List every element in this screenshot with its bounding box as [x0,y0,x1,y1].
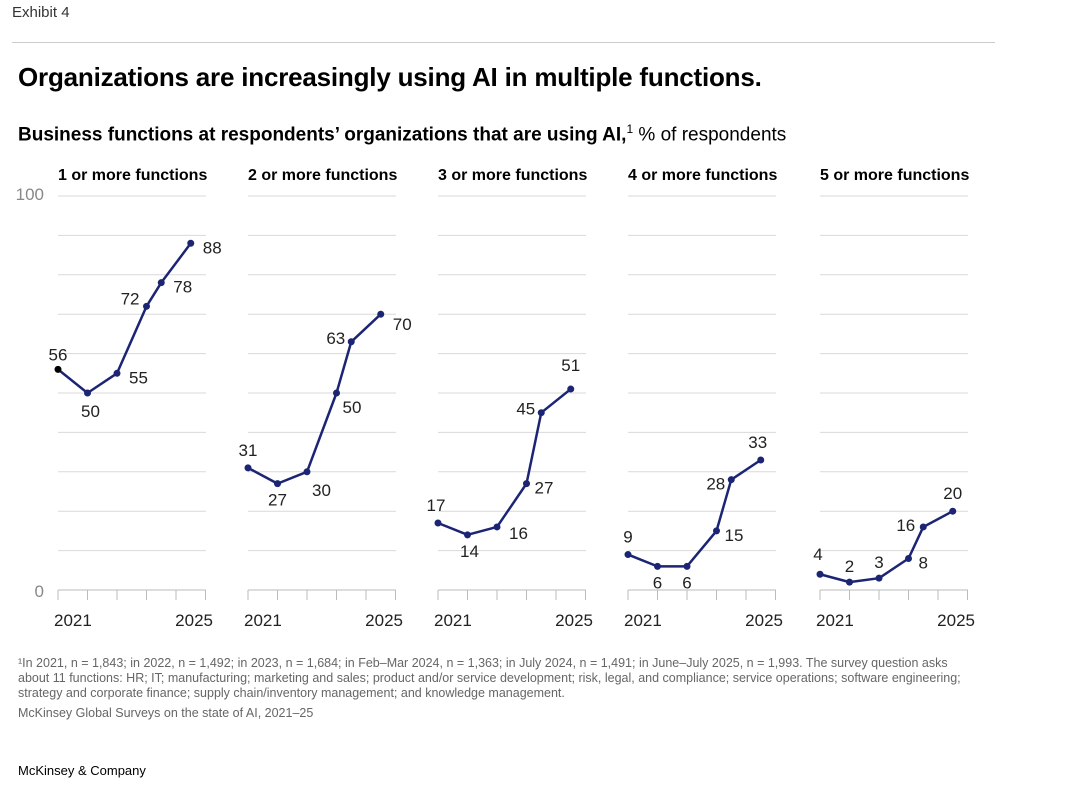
data-label: 6 [682,573,691,592]
data-label: 33 [748,433,767,452]
series-line [627,458,762,568]
data-label: 30 [312,481,331,500]
source: McKinsey Global Surveys on the state of … [18,706,314,720]
data-label: 63 [326,329,345,348]
data-point [464,531,471,539]
data-label: 8 [919,553,928,572]
data-label: 55 [129,368,148,387]
data-label: 88 [203,238,222,257]
data-point [113,369,121,377]
x-tick-label: 2025 [365,611,403,630]
subtitle-unit: % of respondents [633,124,787,146]
data-point [905,554,912,562]
x-tick-label: 2021 [816,611,854,630]
series-line [57,242,192,395]
data-label: 70 [393,315,412,334]
series-line [819,510,954,584]
panel-title: 3 or more functions [438,167,587,184]
data-point [523,480,530,488]
data-point [84,389,91,397]
data-label: 16 [509,524,528,543]
data-point [377,310,385,318]
data-point [816,570,824,578]
data-point [919,523,927,531]
data-point [654,562,661,570]
subtitle-main: Business functions at respondents’ organ… [18,124,627,146]
data-label: 28 [706,475,725,494]
data-label: 27 [535,479,554,498]
brand-logo: McKinsey & Company [18,763,146,778]
footnote: ¹In 2021, n = 1,843; in 2022, n = 1,492;… [18,656,961,700]
x-tick-label: 2021 [54,611,92,630]
data-point [727,476,735,484]
data-point [434,519,442,527]
chart-subtitle: Business functions at respondents’ organ… [18,122,786,146]
data-label: 15 [725,526,744,545]
data-label: 56 [49,345,68,364]
data-point [54,365,62,373]
data-label: 45 [516,400,535,419]
data-point [274,480,281,488]
footnote-marker: 1 [626,122,634,136]
data-point [333,389,340,397]
data-label: 72 [121,289,140,308]
data-label: 16 [896,516,915,535]
data-point [493,523,501,531]
data-point [949,507,957,515]
data-point [624,551,632,559]
panel-title: 2 or more functions [248,167,397,184]
data-point [187,239,195,247]
x-tick-label: 2025 [555,611,593,630]
data-label: 51 [561,356,580,375]
data-point [713,527,720,535]
data-point [567,385,575,393]
x-tick-label: 2021 [434,611,472,630]
data-label: 31 [239,441,258,460]
data-point [683,562,691,570]
panel-title: 4 or more functions [628,167,777,184]
data-label: 17 [427,496,446,515]
data-label: 20 [943,484,962,503]
series-line [437,388,572,537]
data-point [875,574,883,582]
data-label: 50 [81,402,100,421]
data-label: 9 [623,528,632,547]
data-label: 78 [173,278,192,297]
data-point [303,468,311,476]
chart: 100 0 1 or more functions 2021 2025 56 50 55 72 7… [16,167,975,630]
panel-title: 1 or more functions [58,167,207,184]
data-point [143,302,150,310]
page-title: Organizations are increasingly using AI … [18,62,762,92]
x-tick-label: 2025 [937,611,975,630]
divider [12,42,995,43]
y-tick-label: 0 [35,582,44,601]
data-label: 3 [874,553,883,572]
y-tick-label: 100 [16,185,44,204]
panel-title: 5 or more functions [820,167,969,184]
data-label: 6 [653,573,662,592]
data-point [244,464,252,472]
data-point [757,456,765,464]
data-label: 50 [343,398,362,417]
data-label: 27 [268,491,287,510]
x-tick-label: 2025 [745,611,783,630]
data-label: 4 [813,545,822,564]
data-point [347,338,355,346]
exhibit-label: Exhibit 4 [12,4,70,21]
data-point [537,409,545,417]
data-label: 2 [845,557,854,576]
x-tick-label: 2021 [624,611,662,630]
series-line [247,313,382,485]
data-label: 14 [460,542,479,561]
x-tick-label: 2025 [175,611,213,630]
x-tick-label: 2021 [244,611,282,630]
data-point [846,578,853,586]
data-point [157,279,165,287]
